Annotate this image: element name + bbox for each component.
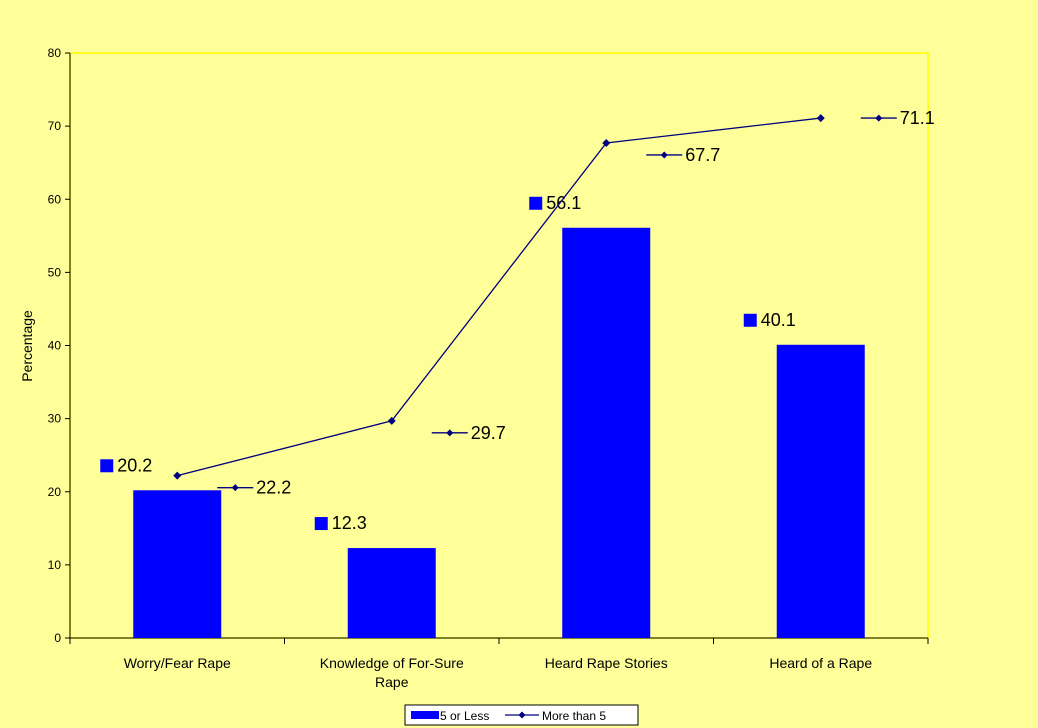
y-axis-label: Percentage	[19, 310, 35, 382]
bar	[562, 227, 651, 639]
x-category-label: Knowledge of For-Sure Rape	[320, 655, 464, 690]
legend-key-line-marker	[518, 711, 526, 719]
line-data-label-key-marker	[231, 484, 239, 492]
y-tick-label: 60	[48, 192, 62, 206]
y-tick-label: 20	[48, 485, 62, 499]
line-data-label-key-marker	[660, 151, 668, 159]
line-data-label: 71.1	[900, 108, 935, 128]
y-tick-label: 0	[54, 631, 61, 645]
line-data-label-key-marker	[875, 114, 883, 122]
line-point	[173, 471, 182, 480]
line-data-label: 67.7	[685, 145, 720, 165]
bar-data-label-key	[314, 517, 328, 531]
legend-label: 5 or Less	[440, 709, 489, 723]
line-series	[177, 117, 821, 477]
x-category-label: Heard of a Rape	[769, 655, 872, 671]
line-data-label: 29.7	[471, 423, 506, 443]
y-tick-label: 10	[48, 558, 62, 572]
bar-data-label-key	[529, 196, 543, 210]
x-category-label: Worry/Fear Rape	[124, 655, 231, 671]
bar-data-label: 40.1	[761, 310, 796, 330]
legend: 5 or Less More than 5	[404, 704, 639, 726]
y-tick-label: 50	[48, 265, 62, 279]
y-tick-label: 30	[48, 412, 62, 426]
plot-area: 0 10 20 30 40 50 60 70 80 Worry/Fear Rape Knowledg…	[48, 46, 935, 690]
bar-data-label-key	[743, 313, 757, 327]
x-category-label: Heard Rape Stories	[545, 655, 668, 671]
legend-label: More than 5	[542, 709, 606, 723]
line-point	[387, 416, 396, 425]
y-tick-label: 70	[48, 119, 62, 133]
y-tick-label: 40	[48, 339, 62, 353]
line-data-label-key-marker	[446, 429, 454, 437]
bar-data-label: 12.3	[332, 513, 367, 533]
line-data-label: 22.2	[256, 478, 291, 498]
line-point	[816, 114, 825, 123]
y-tick-label: 80	[48, 46, 62, 60]
legend-key-bar	[411, 711, 439, 719]
bar-data-label: 20.2	[117, 455, 152, 475]
bar	[347, 548, 436, 638]
bar-data-label: 56.1	[546, 193, 581, 213]
bar-data-label-key	[100, 459, 114, 473]
bar	[776, 344, 865, 638]
bar	[133, 490, 222, 638]
line-point	[602, 138, 611, 147]
